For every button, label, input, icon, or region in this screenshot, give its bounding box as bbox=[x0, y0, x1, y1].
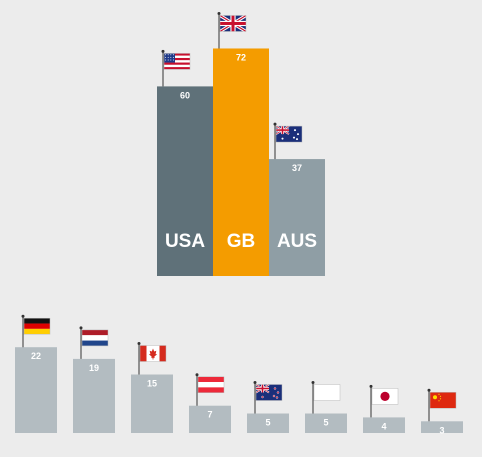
bar-item-1 bbox=[15, 347, 57, 433]
bar-item-3 bbox=[131, 374, 173, 433]
bar-item-5 bbox=[247, 413, 289, 433]
value-label: 37 bbox=[292, 163, 302, 173]
value-label: 3 bbox=[439, 425, 444, 435]
bar-item-2 bbox=[73, 358, 115, 433]
value-label: 15 bbox=[147, 379, 157, 389]
bar-item-8 bbox=[421, 421, 463, 433]
flag-canada-icon bbox=[139, 345, 167, 362]
flag-china-icon bbox=[429, 392, 457, 409]
top-chart: 60 USA 72 GB 37 AUS bbox=[157, 11, 325, 277]
flag-germany-icon bbox=[23, 317, 51, 335]
value-label: 72 bbox=[236, 52, 246, 62]
category-label: AUS bbox=[277, 231, 317, 252]
flag-austria-icon bbox=[197, 376, 225, 393]
flag-netherlands-icon bbox=[81, 329, 109, 347]
category-label: GB bbox=[227, 231, 256, 252]
value-label: 22 bbox=[31, 351, 41, 361]
bar-item-6 bbox=[305, 413, 347, 433]
value-label: 5 bbox=[265, 418, 270, 428]
value-label: 7 bbox=[207, 410, 212, 420]
bar-gb bbox=[213, 48, 269, 277]
value-label: 4 bbox=[381, 421, 386, 431]
bottom-chart: 22 19 15 7 5 5 4 3 bbox=[15, 314, 463, 435]
flag-gb-icon bbox=[219, 15, 247, 32]
bar-usa bbox=[157, 86, 213, 277]
value-label: 60 bbox=[180, 90, 190, 100]
bar-item-4 bbox=[189, 405, 231, 433]
flag-new-zealand-icon bbox=[255, 384, 283, 401]
value-label: 19 bbox=[89, 363, 99, 373]
flag-usa-icon bbox=[163, 53, 191, 70]
flag-white-icon bbox=[313, 384, 341, 401]
bar-aus bbox=[269, 159, 325, 276]
category-label: USA bbox=[165, 231, 205, 252]
value-label: 5 bbox=[323, 418, 328, 428]
flag-aus-icon bbox=[275, 125, 303, 143]
bar-item-7 bbox=[363, 417, 405, 433]
flag-japan-icon bbox=[371, 388, 399, 405]
